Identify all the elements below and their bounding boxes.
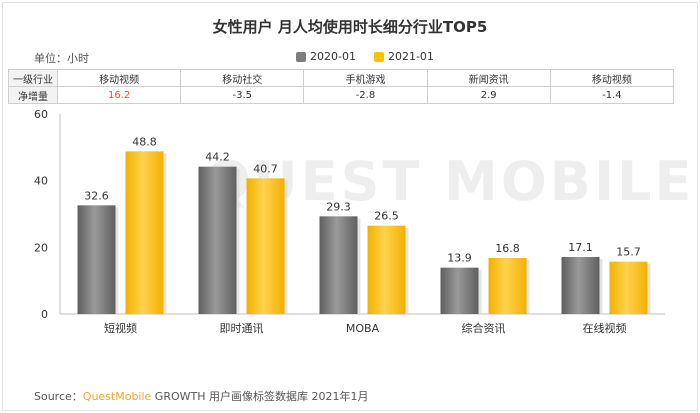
bar-2020-01	[440, 267, 479, 314]
data-label: 17.1	[568, 241, 593, 254]
bar-2020-01	[319, 216, 358, 314]
y-tick-label: 60	[34, 108, 48, 121]
net-increase-row: 净增量 16.2 -3.5 -2.8 2.9 -1.4	[8, 86, 675, 104]
data-label: 26.5	[374, 210, 399, 223]
data-label: 44.2	[205, 151, 230, 164]
bar-2021-01	[367, 225, 406, 314]
net-increase-cell: -1.4	[549, 86, 675, 104]
x-tick-label: 即时通讯	[220, 322, 264, 335]
source-brand: QuestMobile	[82, 390, 152, 403]
net-increase-cell: 16.2	[56, 86, 182, 104]
x-tick-label: 短视频	[104, 321, 137, 335]
x-tick-label: 在线视频	[583, 321, 627, 335]
bar-2021-01	[488, 258, 527, 314]
data-label: 48.8	[132, 135, 157, 148]
data-label: 29.3	[326, 200, 351, 213]
source-note: Source：QuestMobile GROWTH 用户画像标签数据库 2021…	[34, 388, 369, 404]
legend: 2020-01 2021-01	[296, 50, 434, 63]
data-label: 40.7	[253, 162, 278, 175]
unit-label: 单位：小时	[34, 52, 89, 65]
legend-item-2020: 2020-01	[296, 50, 356, 63]
industry-growth-table: 一级行业 移动视频 移动社交 手机游戏 新闻资讯 移动视频 净增量 16.2 -…	[8, 69, 675, 104]
bar-2020-01	[77, 205, 116, 314]
legend-label-2020: 2020-01	[310, 50, 356, 63]
bar-2020-01	[198, 166, 237, 314]
data-label: 15.7	[616, 246, 641, 259]
net-increase-row-header: 净增量	[8, 86, 58, 104]
y-tick-label: 20	[34, 241, 48, 254]
source-rest: GROWTH 用户画像标签数据库 2021年1月	[151, 390, 369, 403]
data-label: 16.8	[495, 242, 520, 255]
bar-2021-01	[246, 178, 285, 314]
bar-2021-01	[125, 151, 164, 314]
source-prefix: Source：	[34, 390, 83, 403]
x-tick-label: MOBA	[346, 322, 380, 335]
chart-title: 女性用户 月人均使用时长细分行业TOP5	[212, 18, 488, 36]
net-increase-cell: -2.8	[303, 86, 428, 104]
bar-2021-01	[609, 261, 648, 314]
legend-swatch-2020	[296, 51, 306, 62]
legend-item-2021: 2021-01	[373, 50, 434, 63]
data-label: 32.6	[84, 189, 109, 202]
bar-2020-01	[561, 257, 600, 314]
x-tick-label: 综合资讯	[462, 321, 506, 335]
data-label: 13.9	[447, 252, 472, 265]
legend-label-2021: 2021-01	[387, 50, 434, 63]
y-tick-label: 40	[34, 175, 48, 188]
y-tick-label: 0	[41, 308, 48, 321]
legend-swatch-2021	[373, 51, 384, 62]
